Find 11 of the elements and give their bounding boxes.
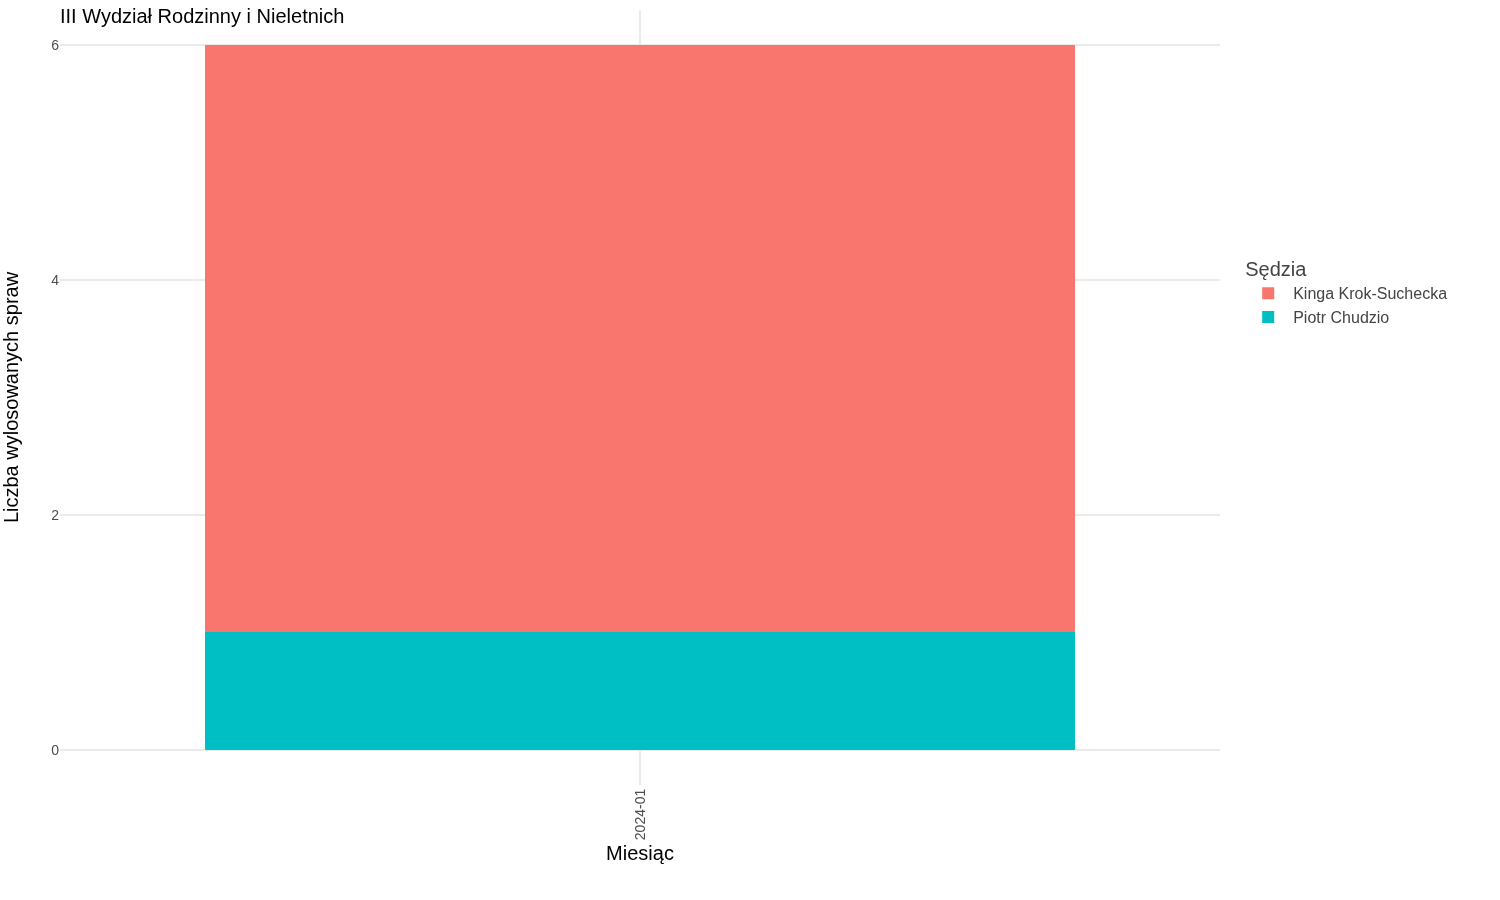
chart-title: III Wydział Rodzinny i Nieletnich (60, 5, 345, 27)
y-axis-title: Liczba wylosowanych spraw (0, 271, 22, 524)
y-tick-label: 0 (51, 741, 60, 758)
y-tick-label: 4 (51, 271, 60, 288)
legend-label: Kinga Krok-Suchecka (1293, 285, 1448, 303)
x-tick-label: 2024-01 (631, 788, 648, 841)
y-tick-label: 2 (51, 506, 60, 523)
x-axis-title: Miesiąc (606, 842, 674, 865)
legend-label: Piotr Chudzio (1293, 309, 1390, 327)
legend-title: Sędzia (1245, 258, 1308, 281)
y-tick-label: 6 (51, 37, 60, 54)
